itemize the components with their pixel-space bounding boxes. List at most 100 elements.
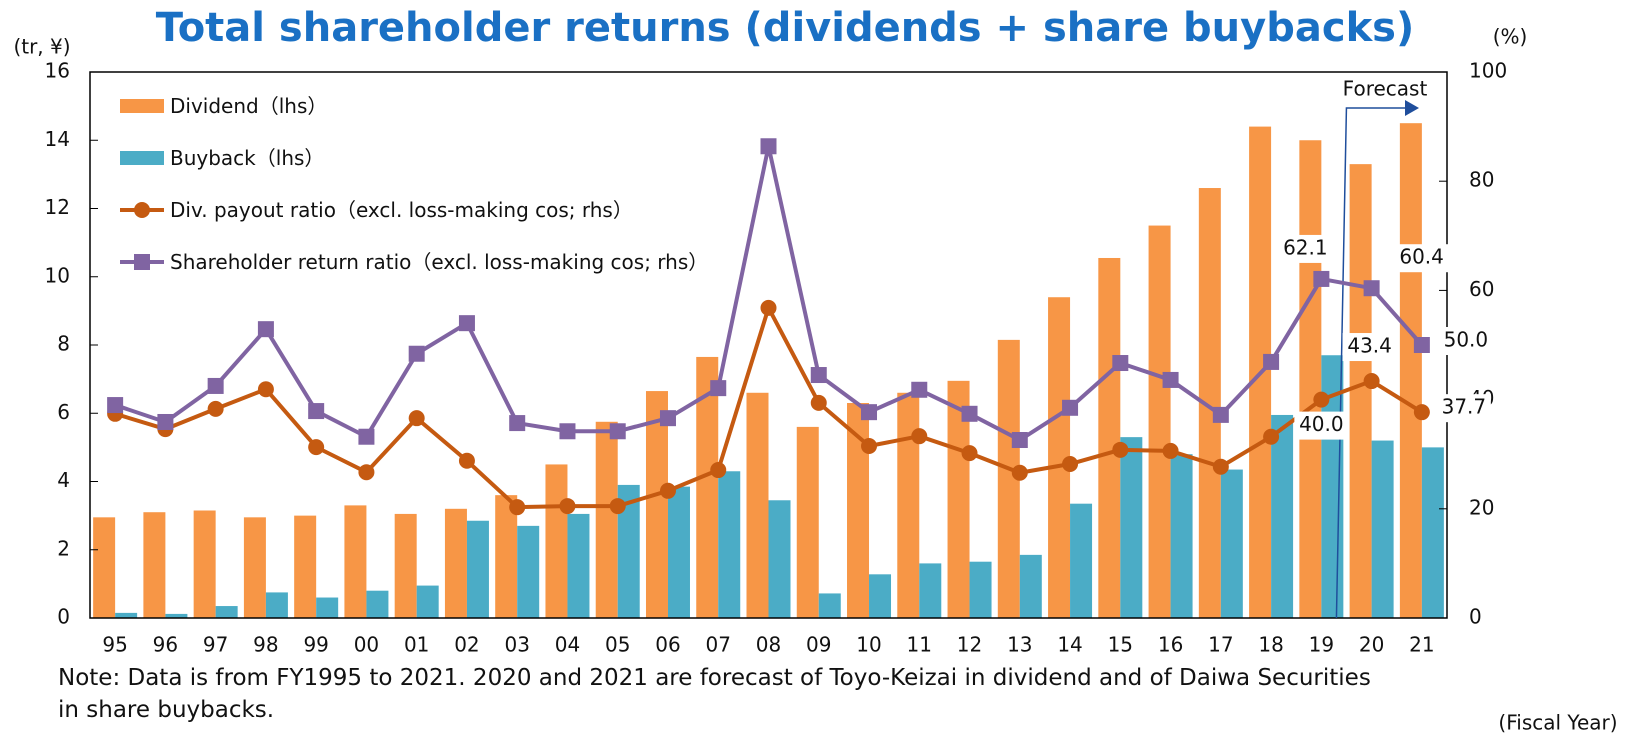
value-label-bg [1278,234,1333,263]
bar [947,380,970,618]
marker [509,415,526,432]
marker [710,462,727,479]
bar [316,597,339,618]
x-tick-label: 08 [756,633,781,657]
marker [257,321,274,338]
marker [1162,371,1179,388]
y2-tick-label: 60 [1469,277,1494,301]
legend-label: Buyback（lhs） [170,146,325,170]
marker [1413,404,1430,421]
x-tick-label: 01 [404,633,429,657]
legend-entry: Buyback（lhs） [170,146,325,170]
legend-entry: Dividend（lhs） [170,94,328,118]
value-label-bg [1438,327,1493,355]
bar [1271,414,1294,618]
x-tick-label: 97 [203,633,228,657]
marker [659,482,676,499]
bar [1170,454,1193,618]
marker [509,499,526,516]
x-tick-label: 10 [856,633,881,657]
y2-tick-label: 20 [1469,495,1494,519]
x-tick-label: 06 [655,633,680,657]
x-tick-label: 03 [504,633,529,657]
x-tick-label: 98 [253,633,278,657]
bar [847,403,870,618]
bar [567,513,590,618]
marker [609,498,626,515]
marker [1363,280,1380,297]
value-label: 43.4 [1347,334,1392,358]
note: Note: Data is from FY1995 to 2021. 2020 … [58,665,1371,723]
value-label: 50.0 [1444,328,1489,352]
legend-label: Dividend（lhs） [170,94,328,118]
legend-entry: Shareholder return ratio（excl. loss-maki… [170,250,709,274]
x-tick-label: 15 [1108,633,1133,657]
bar [1299,140,1322,618]
bar [1019,554,1042,618]
x-tick-label: 00 [354,633,379,657]
bar [617,484,640,618]
marker [609,423,626,440]
x-tick-label: 04 [555,633,580,657]
value-label: 60.4 [1399,245,1444,269]
legend-marker [134,254,150,270]
y2-axis-label: (%) [1493,25,1528,49]
marker [659,410,676,427]
x-tick-label: 02 [454,633,479,657]
bar [545,464,568,618]
marker [1112,355,1129,372]
x-tick-label: 09 [806,633,831,657]
marker [207,377,224,394]
marker [257,381,274,398]
legend-marker [134,202,150,218]
marker [760,299,777,316]
marker [861,404,878,421]
marker [308,403,325,420]
bar [1198,188,1221,618]
marker [1263,428,1280,445]
value-label-bg [1294,411,1349,440]
y-tick-label: 4 [57,468,70,492]
y2-tick-label: 0 [1469,605,1482,629]
value-label-bg [1436,394,1491,423]
chart-title: Total shareholder returns (dividends + s… [156,5,1415,51]
y-tick-label: 10 [45,263,70,287]
legend-swatch [120,151,164,165]
bar [1148,225,1171,618]
x-tick-label: 16 [1158,633,1183,657]
x-tick-label: 05 [605,633,630,657]
bar [466,520,489,618]
y-tick-label: 12 [45,195,70,219]
y2-tick-label: 100 [1469,59,1507,83]
marker [1062,456,1079,473]
forecast-arrowhead [1405,100,1419,116]
y-tick-label: 2 [57,536,70,560]
bar [1048,297,1071,618]
value-label-bg [1394,244,1449,273]
bar [243,517,266,618]
bar [265,592,288,618]
legend-label: Shareholder return ratio（excl. loss-maki… [170,250,709,274]
y-tick-label: 0 [57,605,70,629]
x-axis-label: (Fiscal Year) [1498,711,1617,735]
marker [408,345,425,362]
marker [458,452,475,469]
note-box: Note: Data is from FY1995 to 2021. 2020 … [58,665,1371,723]
bar [115,612,138,618]
bar [796,426,819,618]
bar [344,505,367,618]
marker [1313,270,1330,287]
marker [961,445,978,462]
y-tick-label: 14 [45,127,70,151]
marker [1011,464,1028,481]
legend-label: Div. payout ratio（excl. loss-making cos;… [170,198,633,222]
y-tick-label: 8 [57,332,70,356]
legend: Dividend（lhs） Buyback（lhs） Div. payout rat… [120,94,709,274]
bar [294,515,317,618]
marker [358,464,375,481]
x-tick-label: 14 [1057,633,1082,657]
bar [143,512,166,618]
value-label-bg [1342,333,1397,362]
marker [810,367,827,384]
